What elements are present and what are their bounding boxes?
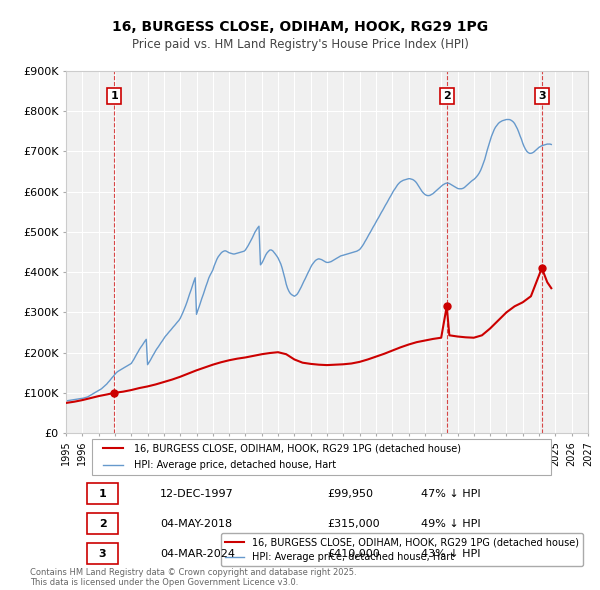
Text: 1: 1: [98, 489, 106, 499]
FancyBboxPatch shape: [87, 513, 118, 535]
Text: Contains HM Land Registry data © Crown copyright and database right 2025.
This d: Contains HM Land Registry data © Crown c…: [30, 568, 356, 587]
Text: 16, BURGESS CLOSE, ODIHAM, HOOK, RG29 1PG (detached house): 16, BURGESS CLOSE, ODIHAM, HOOK, RG29 1P…: [134, 443, 461, 453]
Text: 3: 3: [99, 549, 106, 559]
Text: 3: 3: [538, 91, 545, 101]
Text: HPI: Average price, detached house, Hart: HPI: Average price, detached house, Hart: [134, 460, 336, 470]
Text: 49% ↓ HPI: 49% ↓ HPI: [421, 519, 481, 529]
Legend: 16, BURGESS CLOSE, ODIHAM, HOOK, RG29 1PG (detached house), HPI: Average price, : 16, BURGESS CLOSE, ODIHAM, HOOK, RG29 1P…: [221, 533, 583, 566]
Text: 16, BURGESS CLOSE, ODIHAM, HOOK, RG29 1PG: 16, BURGESS CLOSE, ODIHAM, HOOK, RG29 1P…: [112, 19, 488, 34]
Text: £315,000: £315,000: [327, 519, 380, 529]
FancyBboxPatch shape: [92, 439, 551, 476]
Text: 2: 2: [98, 519, 106, 529]
Text: 04-MAY-2018: 04-MAY-2018: [160, 519, 232, 529]
Text: 43% ↓ HPI: 43% ↓ HPI: [421, 549, 481, 559]
FancyBboxPatch shape: [87, 543, 118, 565]
Text: £99,950: £99,950: [327, 489, 373, 499]
Text: 12-DEC-1997: 12-DEC-1997: [160, 489, 234, 499]
Text: 04-MAR-2024: 04-MAR-2024: [160, 549, 235, 559]
Text: 2: 2: [443, 91, 451, 101]
Text: Price paid vs. HM Land Registry's House Price Index (HPI): Price paid vs. HM Land Registry's House …: [131, 38, 469, 51]
Text: 1: 1: [110, 91, 118, 101]
Text: £410,000: £410,000: [327, 549, 380, 559]
Text: 47% ↓ HPI: 47% ↓ HPI: [421, 489, 481, 499]
FancyBboxPatch shape: [87, 483, 118, 504]
